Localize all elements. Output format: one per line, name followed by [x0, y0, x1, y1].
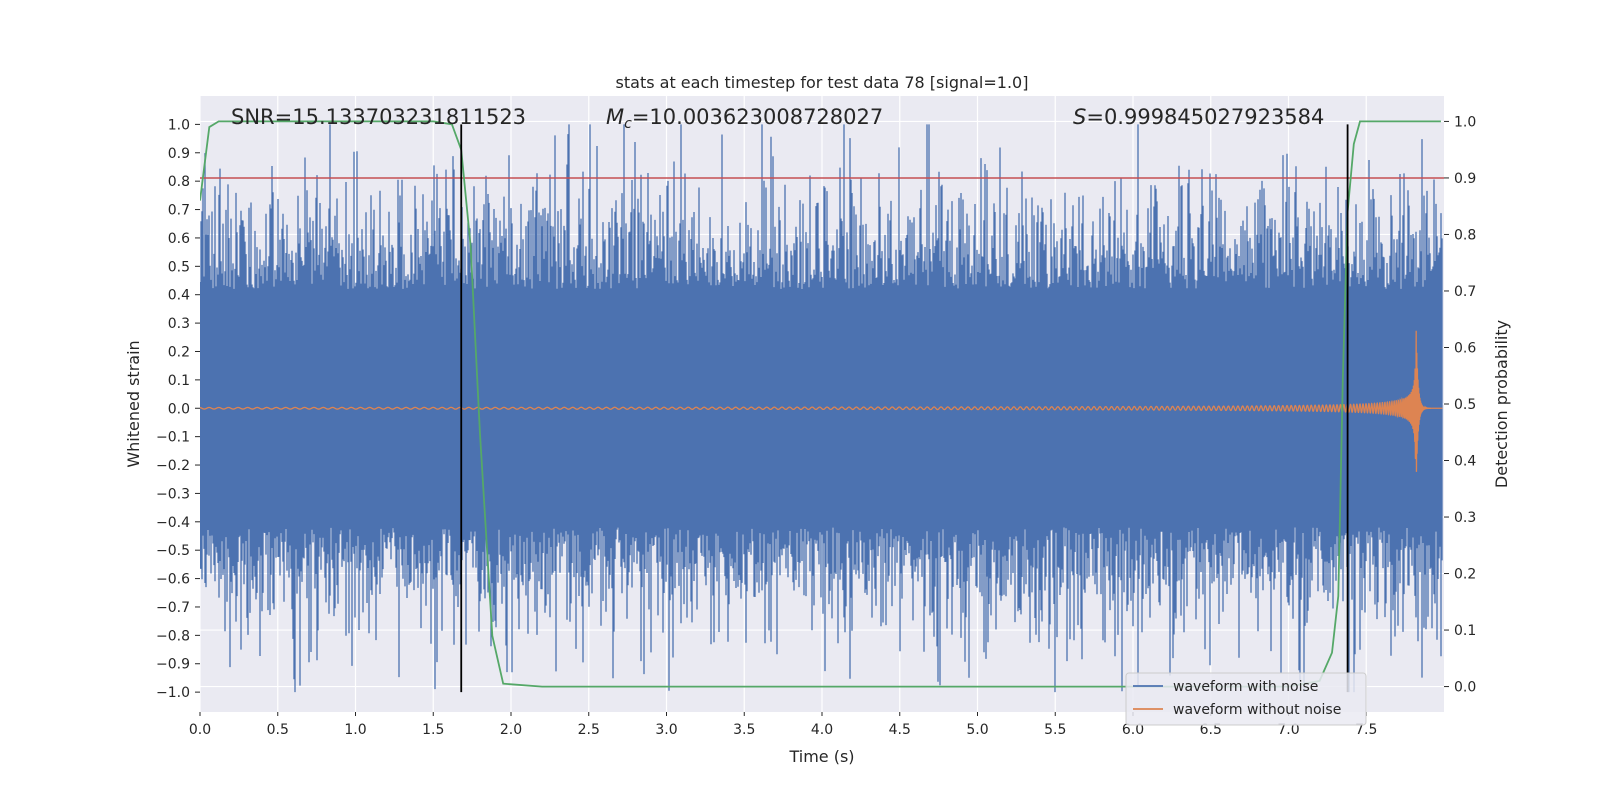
s-value: =0.999845027923584 [1086, 105, 1324, 129]
y-tick-label: 0.8 [168, 174, 190, 190]
y2-tick-label: 0.9 [1454, 171, 1476, 187]
x-tick-label: 0.5 [267, 722, 289, 738]
legend-label-without-noise: waveform without noise [1173, 702, 1341, 718]
x-tick-label: 7.5 [1355, 722, 1377, 738]
s-annotation: S=0.999845027923584 [1073, 105, 1324, 129]
overlay-layer [200, 120, 1444, 693]
x-tick-label: 0.0 [189, 722, 211, 738]
mc-annotation: Mc=10.003623008728027 [606, 105, 883, 132]
x-tick-label: 7.0 [1277, 722, 1299, 738]
mc-subscript: c [624, 116, 632, 132]
legend-box [1125, 672, 1367, 726]
x-tick-label: 1.0 [344, 722, 366, 738]
y-tick-label: 0.1 [168, 373, 190, 389]
x-tick-label: 1.5 [422, 722, 444, 738]
y-tick-label: −0.3 [156, 486, 190, 502]
mc-value: =10.003623008728027 [632, 105, 883, 129]
y2-tick-label: 0.8 [1454, 227, 1476, 243]
chart-title: stats at each timestep for test data 78 … [616, 73, 1029, 92]
y-tick-label: 0.0 [168, 401, 190, 417]
series-waveform-with-noise [200, 124, 1443, 693]
y2-tick-label: 0.5 [1454, 397, 1476, 413]
y2-tick-label: 0.1 [1454, 623, 1476, 639]
y2-tick-label: 0.3 [1454, 510, 1476, 526]
y-tick-label: −0.4 [156, 515, 190, 531]
mc-symbol: M [606, 105, 624, 129]
y-tick-label: 0.3 [168, 316, 190, 332]
y2-tick-label: 0.6 [1454, 340, 1476, 356]
y2-tick-label: 1.0 [1454, 114, 1476, 130]
y-tick-label: 0.6 [168, 231, 190, 247]
y-tick-label: −0.1 [156, 430, 190, 446]
x-tick-label: 6.0 [1122, 722, 1144, 738]
y-axis-label: Whitened strain [124, 340, 143, 467]
series-waveform-without-noise [200, 330, 1443, 472]
x-tick-label: 2.5 [578, 722, 600, 738]
y-tick-label: 0.4 [168, 288, 190, 304]
y-tick-label: −0.7 [156, 600, 190, 616]
x-tick-label: 3.5 [733, 722, 755, 738]
tick-layer: 0.0 0.5 1.0 1.5 2.0 2.5 3.0 3.5 4.0 4.5 5.0 5.5 6.0 6… [156, 114, 1476, 738]
series-layer [200, 124, 1443, 693]
x-tick-label: 5.0 [966, 722, 988, 738]
x-tick-label: 4.0 [811, 722, 833, 738]
legend-label-with-noise: waveform with noise [1173, 679, 1318, 695]
legend: waveform with noise waveform without noi… [1125, 672, 1367, 726]
x-tick-label: 3.0 [655, 722, 677, 738]
y-tick-label: 0.7 [168, 203, 190, 219]
y-tick-label: 0.5 [168, 259, 190, 275]
snr-annotation: SNR=15.133703231811523 [231, 105, 526, 129]
y2-tick-label: 0.4 [1454, 454, 1476, 470]
x-axis-label: Time (s) [788, 747, 854, 766]
y2-axis-label: Detection probability [1492, 320, 1511, 488]
y-tick-label: −0.9 [156, 657, 190, 673]
s-symbol: S [1073, 105, 1086, 129]
series-detection-probability [200, 120, 1441, 688]
x-tick-label: 2.0 [500, 722, 522, 738]
x-tick-label: 4.5 [889, 722, 911, 738]
y-tick-label: −0.2 [156, 458, 190, 474]
x-tick-label: 5.5 [1044, 722, 1066, 738]
y2-tick-label: 0.2 [1454, 567, 1476, 583]
y-tick-label: −0.6 [156, 572, 190, 588]
y-tick-label: −0.5 [156, 543, 190, 559]
y-tick-label: 0.2 [168, 344, 190, 360]
y2-tick-label: 0.7 [1454, 284, 1476, 300]
y-tick-label: 0.9 [168, 146, 190, 162]
y-tick-label: −1.0 [156, 685, 190, 701]
x-tick-label: 6.5 [1200, 722, 1222, 738]
y2-tick-label: 0.0 [1454, 680, 1476, 696]
y-tick-label: 1.0 [168, 117, 190, 133]
y-tick-label: −0.8 [156, 628, 190, 644]
